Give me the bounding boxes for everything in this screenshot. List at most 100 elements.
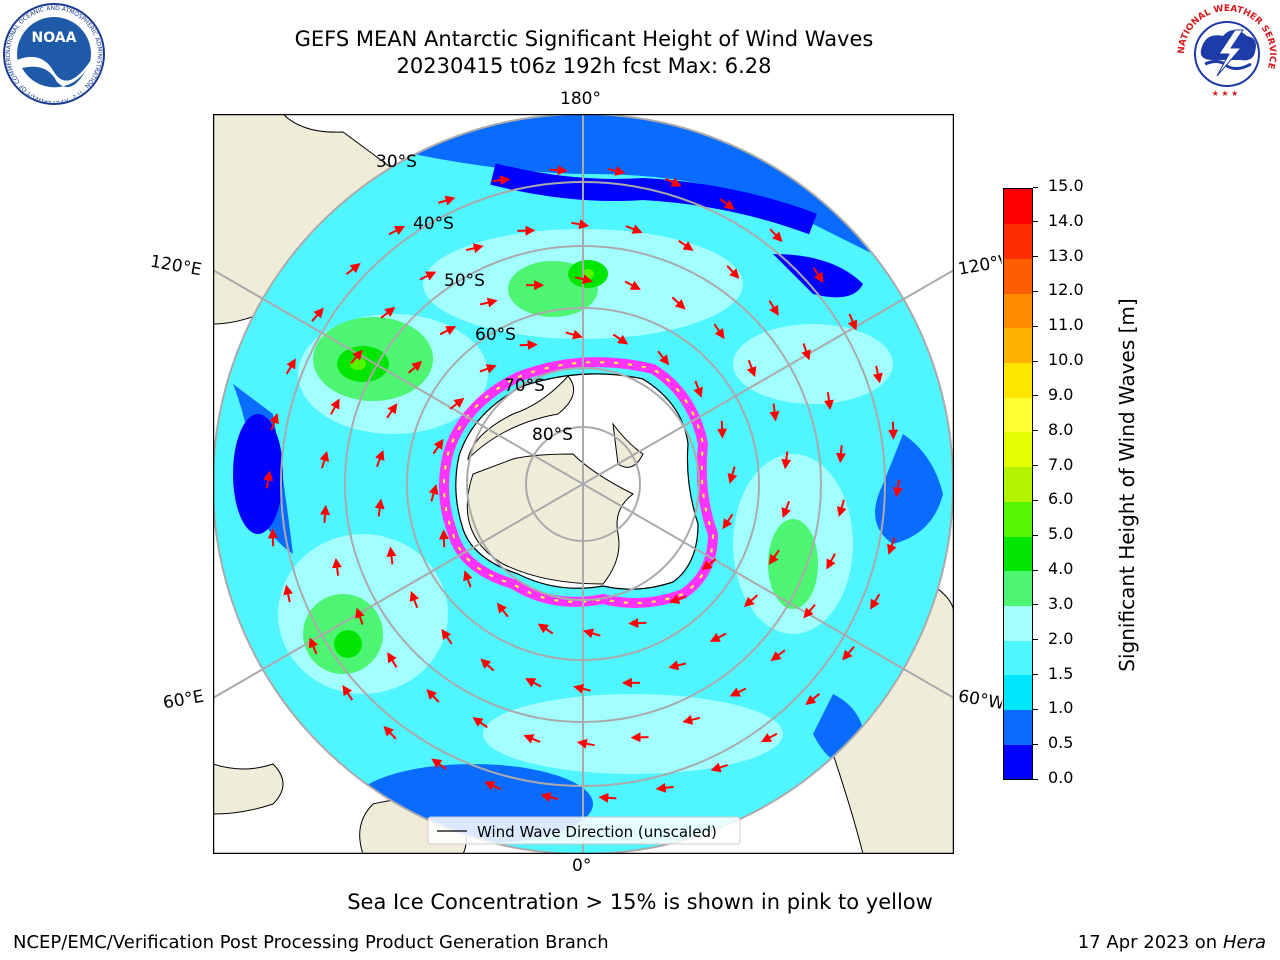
colorbar-segment (1004, 327, 1032, 364)
wave-direction-arrow (655, 782, 674, 793)
wave-direction-arrow (387, 652, 398, 668)
wave-direction-arrow (826, 553, 836, 570)
colorbar-tick-label: 7.0 (1048, 454, 1074, 474)
wave-direction-arrow (426, 689, 440, 703)
colorbar-tick-label: 10.0 (1048, 350, 1084, 370)
wave-direction-arrow (479, 297, 498, 308)
wave-direction-arrow (432, 438, 444, 455)
lat-label-60s: 60°S (475, 325, 516, 345)
wave-direction-arrow (628, 618, 647, 629)
wave-direction-arrow (729, 687, 747, 697)
wave-direction-arrow (283, 584, 294, 603)
lat-label-70s: 70°S (504, 376, 545, 396)
colorbar-tick: 1.5 (1033, 664, 1073, 684)
colorbar-segment (1004, 536, 1032, 572)
wave-direction-arrow (330, 398, 340, 415)
wave-direction-arrow (768, 549, 780, 565)
colorbar-tick: 11.0 (1033, 315, 1084, 335)
chart-title: GEFS MEAN Antarctic Significant Height o… (294, 27, 874, 51)
colorbar-tick: 9.0 (1033, 385, 1073, 405)
wave-direction-arrow (710, 762, 728, 773)
wave-direction-arrow (439, 326, 457, 336)
wave-direction-arrow (285, 358, 296, 375)
wave-direction-arrow (709, 632, 727, 642)
wave-direction-arrow (768, 300, 779, 316)
colorbar-tick-label: 5.0 (1048, 524, 1074, 544)
wave-direction-arrow (419, 271, 437, 281)
colorbar-segment (1004, 189, 1032, 225)
wave-direction-arrow (472, 717, 488, 729)
svg-text:★ ★ ★: ★ ★ ★ (1212, 89, 1239, 98)
wave-direction-arrow (836, 499, 847, 518)
colorbar-segment (1004, 640, 1032, 676)
colorbar-tick: 10.0 (1033, 350, 1084, 370)
colorbar-segment (1004, 466, 1032, 502)
lon-label-120w: 120°W (956, 252, 1004, 280)
colorbar-tick: 0.5 (1033, 733, 1073, 753)
legend-label: Wind Wave Direction (unscaled) (477, 823, 717, 841)
colorbar-tick-label: 12.0 (1048, 280, 1084, 300)
wave-direction-arrow (847, 313, 858, 331)
colorbar-tick-label: 1.0 (1048, 698, 1074, 718)
lon-label-120e: 120°E (148, 251, 204, 281)
colorbar-tick: 1.0 (1033, 698, 1073, 718)
colorbar-tick: 6.0 (1033, 489, 1073, 509)
colorbar-segment (1004, 605, 1032, 641)
wave-direction-arrow (671, 296, 686, 310)
colorbar-segment (1004, 293, 1032, 329)
wave-direction-arrow (525, 678, 542, 688)
colorbar-tick: 2.0 (1033, 629, 1073, 649)
wave-direction-arrow (769, 228, 783, 243)
lon-label-0: 0° (572, 856, 592, 876)
wave-direction-arrow (892, 479, 903, 498)
wave-direction-arrow (682, 714, 701, 725)
wave-direction-arrow (727, 466, 738, 484)
wave-direction-arrow (607, 165, 626, 176)
colorbar-tick: 0.0 (1033, 768, 1073, 788)
wave-direction-arrow (769, 403, 780, 422)
wave-direction-arrow (575, 274, 593, 285)
colorbar-segment (1004, 744, 1032, 780)
lat-label-30s: 30°S (376, 152, 417, 172)
wave-direction-arrow (465, 243, 484, 254)
wave-direction-arrow (549, 165, 568, 176)
colorbar-tick-label: 2.0 (1048, 628, 1074, 648)
colorbar-tick: 5.0 (1033, 524, 1073, 544)
wave-direction-arrow (803, 603, 816, 619)
footer-host: Hera (1222, 932, 1266, 953)
wave-direction-arrow (583, 628, 601, 639)
wave-direction-arrow (573, 683, 591, 694)
wave-direction-arrow (350, 349, 363, 365)
colorbar-tick-label: 3.0 (1048, 593, 1074, 613)
wave-direction-arrow (625, 224, 643, 234)
polar-map: 30°S 40°S 50°S 60°S 70°S 80°S Wind Wave … (213, 114, 954, 854)
wave-direction-arrow (428, 484, 439, 502)
wave-direction-arrow (479, 364, 497, 374)
wave-direction-arrow (760, 732, 778, 743)
wave-direction-arrow (332, 557, 343, 576)
colorbar-tick: 4.0 (1033, 559, 1073, 579)
wave-direction-arrow (701, 558, 717, 571)
chart-subtitle: 20230415 t06z 192h fcst Max: 6.28 (396, 54, 772, 78)
wave-direction-arrow (496, 602, 509, 618)
wave-direction-arrow (887, 537, 897, 555)
footer-date: 17 Apr 2023 on Hera (1078, 932, 1266, 953)
wave-direction-arrow (355, 607, 365, 625)
wave-direction-arrow (342, 685, 354, 701)
wave-direction-arrow (407, 360, 423, 374)
wave-direction-arrow (770, 649, 786, 662)
wave-direction-arrow (678, 239, 694, 251)
colorbar (1003, 188, 1033, 780)
colorbar-label: Significant Height of Wind Waves [m] (1115, 298, 1139, 672)
wave-direction-arrow (263, 470, 274, 489)
wave-direction-arrow (438, 195, 456, 206)
colorbar-tick-label: 11.0 (1048, 315, 1084, 335)
colorbar-tick-label: 15.0 (1048, 176, 1084, 195)
wave-direction-arrow (717, 420, 728, 439)
wind-wave-arrows (263, 165, 903, 803)
colorbar-tick: 3.0 (1033, 594, 1073, 614)
map-legend: Wind Wave Direction (unscaled) (427, 816, 741, 845)
wave-direction-arrow (463, 570, 473, 588)
noaa-logo: NATIONAL OCEANIC AND ATMOSPHERIC ADMINIS… (2, 2, 105, 105)
colorbar-tick-label: 0.5 (1048, 733, 1074, 753)
